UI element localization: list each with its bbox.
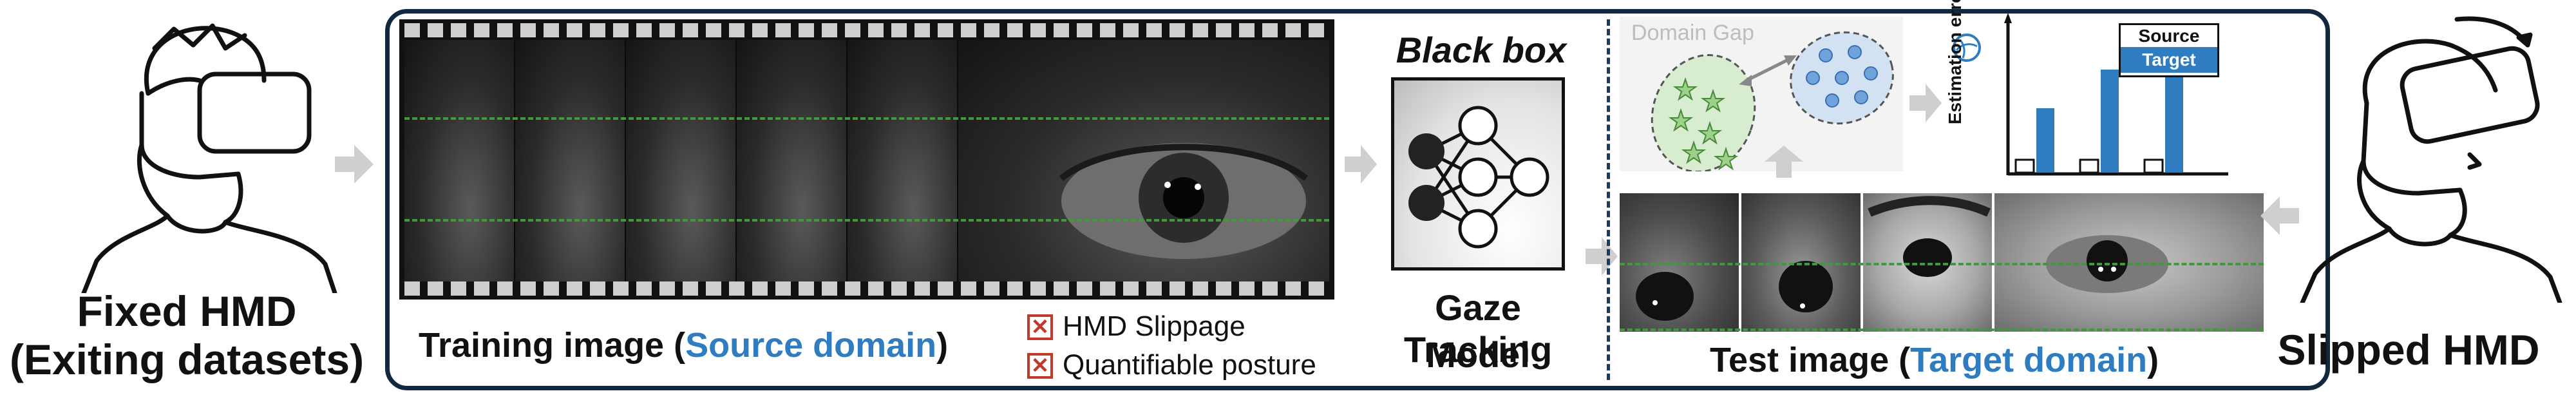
test-reference-line-upper bbox=[1620, 263, 2264, 265]
test-label-suffix: ) bbox=[2147, 341, 2159, 379]
panel-divider bbox=[1607, 19, 1610, 380]
black-box-header: Black box bbox=[1396, 30, 1567, 70]
test-frame-1 bbox=[1620, 193, 1741, 332]
legend-source: Source bbox=[2138, 26, 2200, 46]
fixed-hmd-title: Fixed HMD bbox=[77, 287, 297, 335]
arrow-left-icon bbox=[2260, 196, 2299, 235]
bar-target-2 bbox=[2101, 70, 2119, 173]
cross-icon: ✕ bbox=[1027, 353, 1053, 379]
training-image-label: Training image (Source domain) bbox=[419, 325, 948, 365]
training-frame-1 bbox=[404, 40, 516, 281]
person-fixed-hmd-illustration bbox=[81, 23, 337, 293]
target-domain-label: Target domain bbox=[1910, 341, 2148, 379]
bar-target-1 bbox=[2036, 108, 2054, 173]
test-frame-2 bbox=[1741, 193, 1863, 332]
training-frame-5 bbox=[848, 40, 959, 281]
chart-canvas bbox=[2004, 13, 2228, 176]
training-frame-4 bbox=[737, 40, 848, 281]
test-image-label: Test image (Target domain) bbox=[1710, 340, 2159, 380]
globe-icon bbox=[1953, 33, 1981, 62]
training-frame-main bbox=[958, 40, 1329, 281]
bar-source-2 bbox=[2079, 158, 2099, 174]
training-frames bbox=[404, 40, 1329, 281]
training-frame-3 bbox=[626, 40, 737, 281]
bar-target-3 bbox=[2165, 61, 2183, 173]
test-reference-line-lower bbox=[1620, 329, 2264, 331]
legend-hmd-slippage: HMD Slippage bbox=[1063, 310, 1245, 342]
test-frame-3 bbox=[1863, 193, 1994, 332]
arrow-right-icon bbox=[1345, 145, 1377, 184]
test-images bbox=[1620, 193, 2264, 332]
arrow-right-icon bbox=[335, 145, 374, 184]
cross-icon: ✕ bbox=[1027, 314, 1053, 340]
domain-gap-diagram bbox=[1651, 31, 1894, 171]
estimation-error-chart: Estimation error Source Target bbox=[1945, 0, 2235, 184]
reference-line-upper bbox=[404, 117, 1329, 120]
neural-network-box bbox=[1391, 77, 1565, 271]
model-title-line2: Model bbox=[1426, 334, 1530, 375]
bar-source-1 bbox=[2014, 158, 2035, 174]
domain-gap-label: Domain Gap bbox=[1631, 21, 1754, 45]
arrow-right-icon bbox=[1909, 84, 1942, 122]
film-perforations-bottom bbox=[404, 281, 1329, 296]
legend-quantifiable-posture: Quantifiable posture bbox=[1063, 349, 1316, 381]
arrow-up-icon bbox=[1765, 146, 1803, 178]
person-slipped-hmd-illustration bbox=[2300, 16, 2562, 303]
chart-legend: Source Target bbox=[2119, 23, 2219, 77]
training-frame-2 bbox=[515, 40, 627, 281]
main-panel bbox=[385, 9, 2330, 390]
model-title-line1: Gaze Tracking bbox=[1403, 287, 1553, 370]
arrow-right-icon bbox=[1586, 237, 1618, 276]
test-frame-4 bbox=[1994, 193, 2264, 332]
legend-target: Target bbox=[2121, 47, 2217, 73]
source-domain-label: Source domain bbox=[685, 326, 937, 365]
training-label-prefix: Training image ( bbox=[419, 326, 686, 365]
training-label-suffix: ) bbox=[936, 326, 949, 365]
domain-gap-box: Domain Gap bbox=[1620, 17, 1903, 171]
film-perforations-top bbox=[404, 23, 1329, 37]
existing-datasets-subtitle: (Exiting datasets) bbox=[9, 336, 365, 383]
reference-line-lower bbox=[404, 219, 1329, 222]
slipped-hmd-title: Slipped HMD bbox=[2277, 326, 2540, 374]
bar-source-3 bbox=[2143, 158, 2164, 174]
test-label-prefix: Test image ( bbox=[1710, 341, 1911, 379]
